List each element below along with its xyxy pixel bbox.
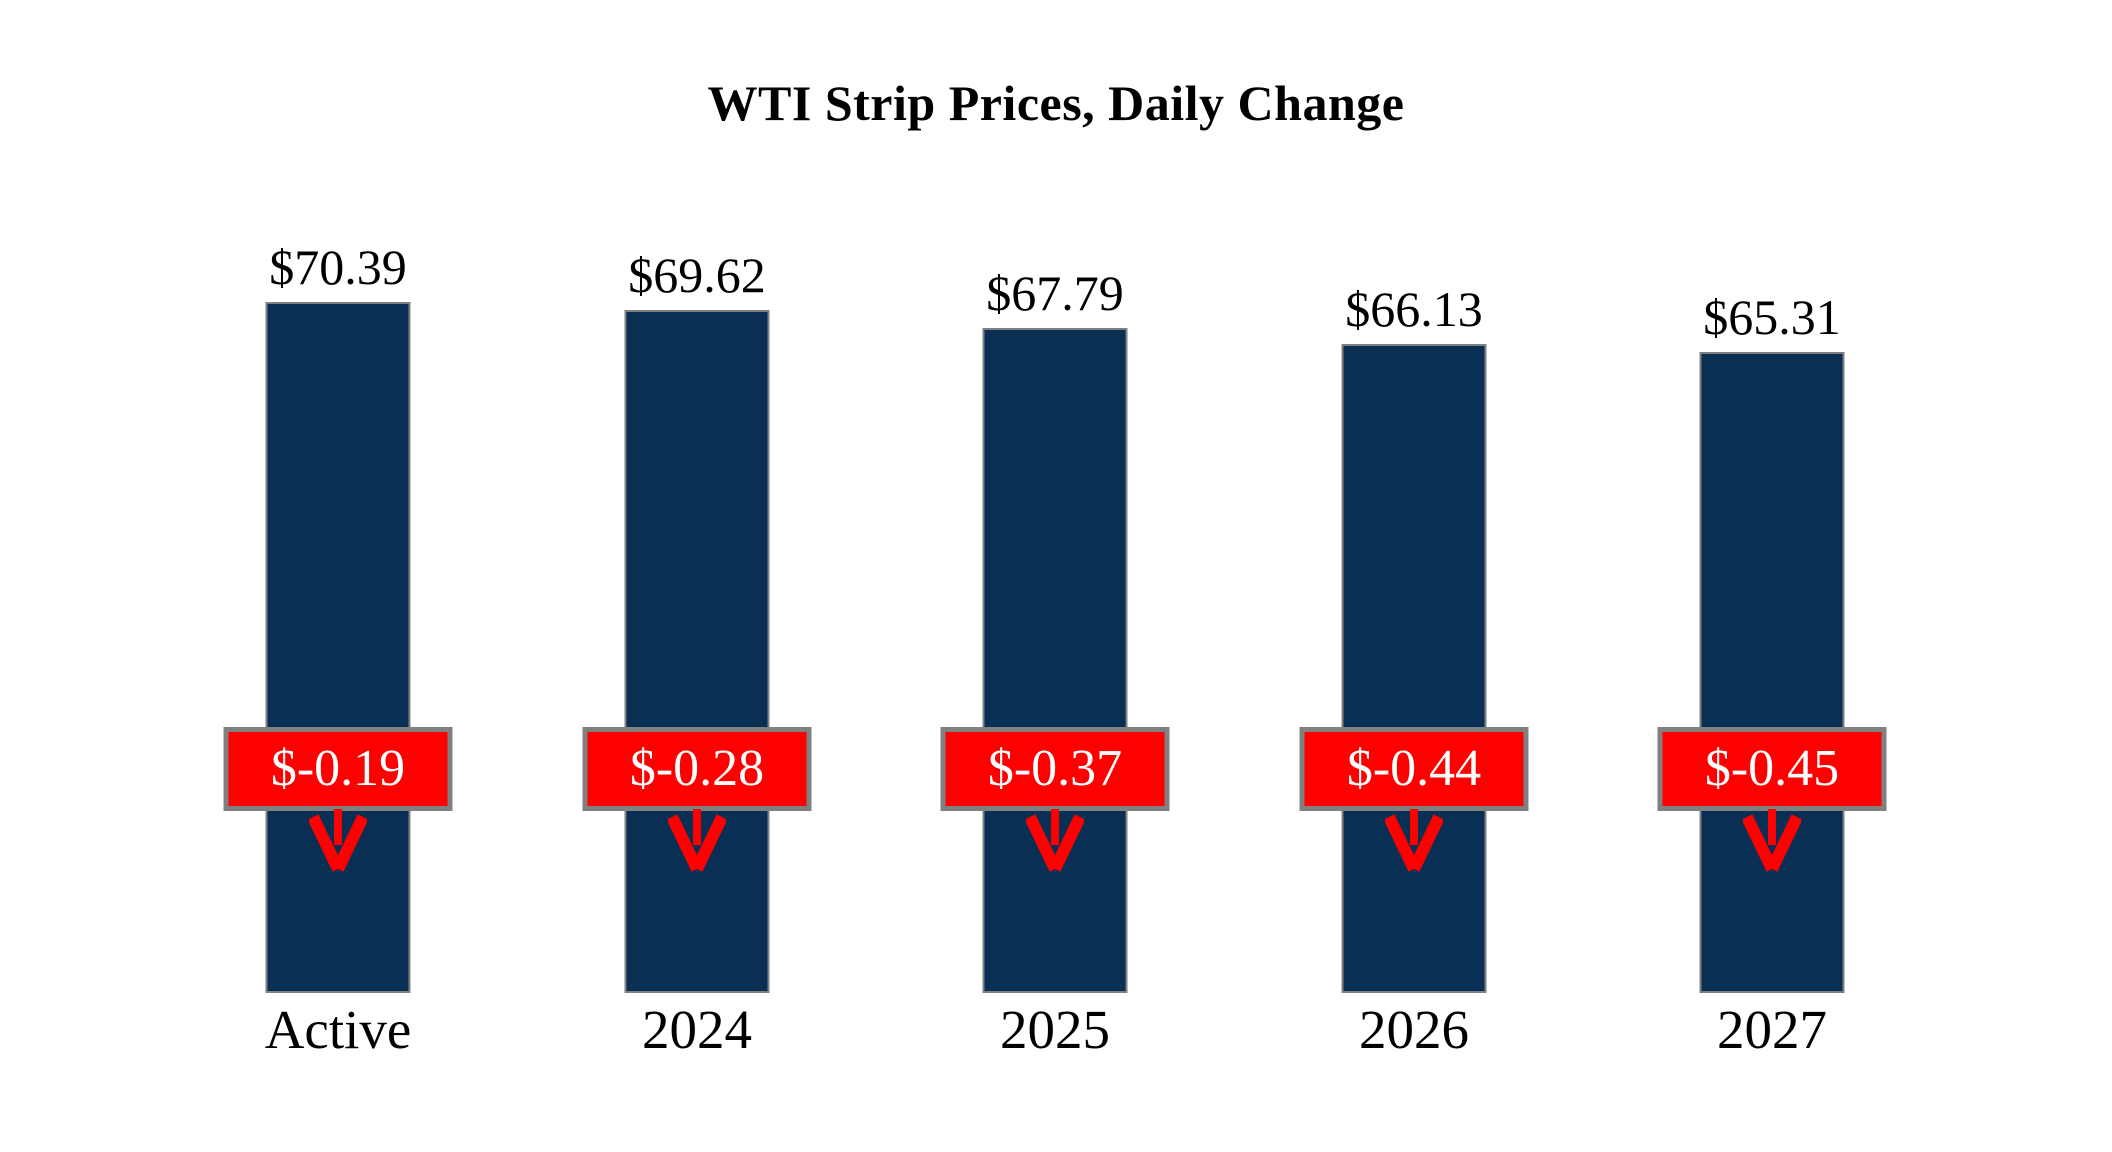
- daily-change-label: $-0.44: [1346, 740, 1482, 797]
- x-axis-label: 2027: [1717, 999, 1827, 1060]
- daily-change-badge: $-0.45: [1657, 727, 1887, 811]
- daily-change-badge: $-0.19: [223, 727, 453, 811]
- daily-change-badge: $-0.28: [582, 727, 812, 811]
- daily-change-label: $-0.37: [987, 740, 1123, 797]
- bar-column-active: $70.39 $-0.19 Active: [158, 0, 518, 1152]
- chart-title: WTI Strip Prices, Daily Change: [707, 75, 1405, 131]
- strip-price-bar: [1341, 344, 1487, 993]
- strip-price-bar: [1699, 352, 1845, 993]
- daily-change-label: $-0.28: [629, 740, 765, 797]
- price-label: $66.13: [1345, 281, 1483, 337]
- price-label: $65.31: [1703, 289, 1841, 345]
- bar-column-2024: $69.62 $-0.28 2024: [517, 0, 877, 1152]
- x-axis-label: 2025: [1000, 999, 1110, 1060]
- bar-column-2025: $67.79 $-0.37 2025: [875, 0, 1235, 1152]
- down-arrow-icon: [1385, 809, 1443, 872]
- bar-column-2026: $66.13 $-0.44 2026: [1234, 0, 1594, 1152]
- daily-change-badge: $-0.37: [940, 727, 1170, 811]
- down-arrow-icon: [1026, 809, 1084, 872]
- strip-price-bar: [265, 302, 411, 993]
- price-label: $69.62: [628, 247, 766, 303]
- x-axis-label: 2026: [1359, 999, 1469, 1060]
- down-arrow-icon: [1743, 809, 1801, 872]
- down-arrow-icon: [309, 809, 367, 872]
- down-arrow-icon: [668, 809, 726, 872]
- daily-change-label: $-0.19: [270, 740, 406, 797]
- strip-price-bar: [982, 328, 1128, 993]
- price-label: $70.39: [269, 239, 407, 295]
- strip-price-bar: [624, 310, 770, 993]
- x-axis-label: 2024: [642, 999, 752, 1060]
- daily-change-badge: $-0.44: [1299, 727, 1529, 811]
- bar-column-2027: $65.31 $-0.45 2027: [1592, 0, 1952, 1152]
- price-label: $67.79: [986, 265, 1124, 321]
- daily-change-label: $-0.45: [1704, 740, 1840, 797]
- x-axis-label: Active: [264, 999, 412, 1060]
